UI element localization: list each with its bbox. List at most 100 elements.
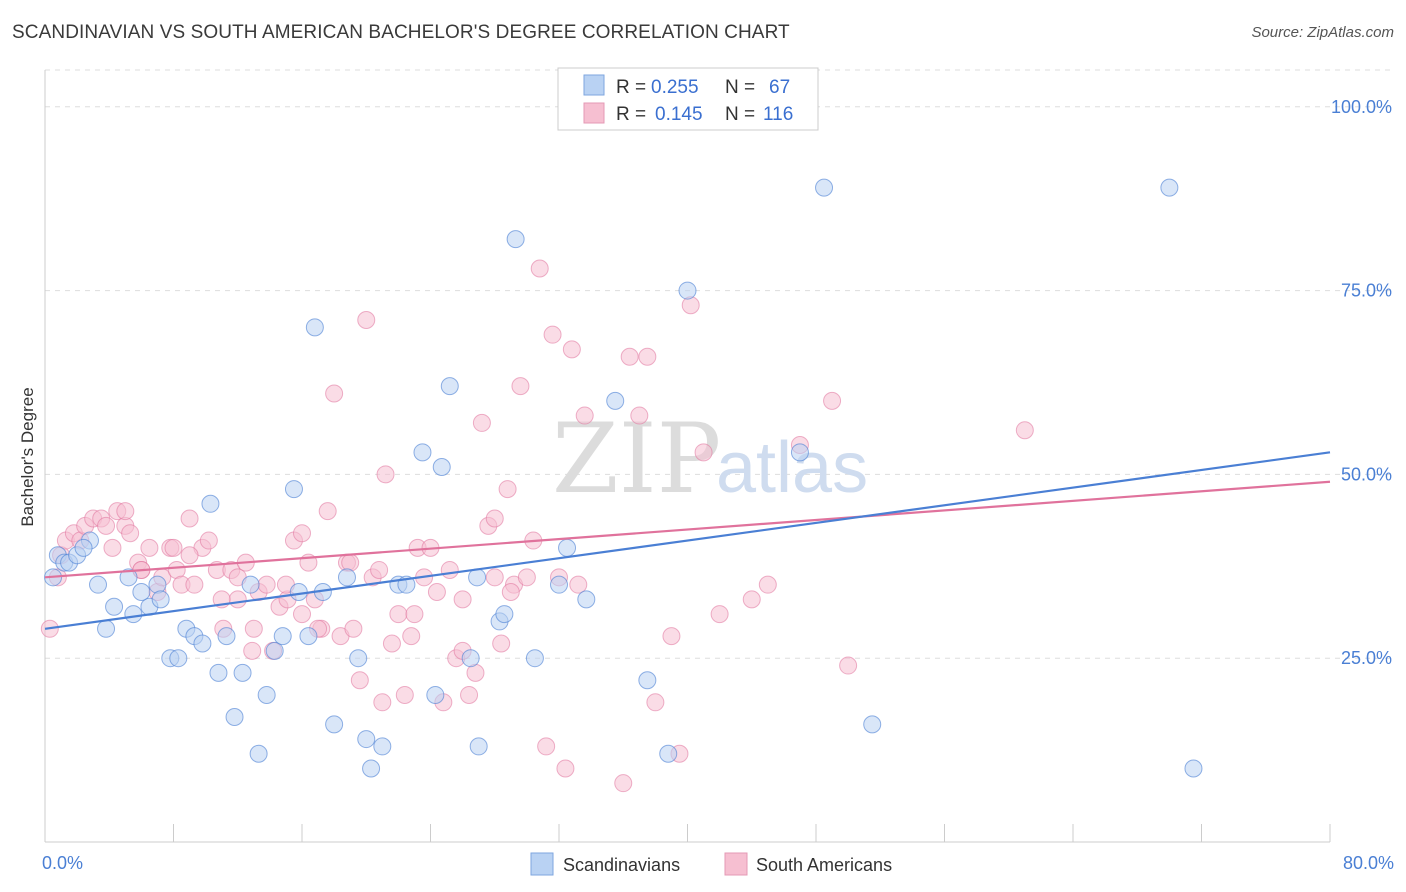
south-americans-point [472,413,491,432]
legend-item-scandinavians: Scandinavians [563,855,680,875]
south-americans-point [556,759,575,778]
legend-r-label: R = [616,104,646,125]
south-americans-point [164,538,183,557]
scandinavians-point [506,230,525,249]
legend-n-value: 67 [769,77,790,98]
scandinavians-point [558,538,577,557]
y-tick-label: 75.0% [1341,281,1392,301]
scandinavians-point [132,583,151,602]
scandinavians-point [241,575,260,594]
south-americans-point [389,605,408,624]
scandinavians-point [790,443,809,462]
south-americans-point [485,509,504,528]
south-americans-point [501,583,520,602]
south-americans-point [710,605,729,624]
scandinavians-point [193,634,212,653]
legend-n-label: N = [725,77,755,98]
legend-n-label: N = [725,104,755,125]
x-tick-labels: 0.0% 80.0% [42,853,1394,873]
legend-r-value: 0.145 [655,104,703,125]
scandinavians-point [357,730,376,749]
south-americans-point [370,560,389,579]
chart-title: SCANDINAVIAN VS SOUTH AMERICAN BACHELOR'… [12,22,790,43]
south-americans-point [376,465,395,484]
scandinavians-trend-line [44,451,1331,630]
scandinavians-point [299,627,318,646]
scandinavians-point [305,318,324,337]
scandinavians-point [225,708,244,727]
south-americans-point [293,524,311,543]
scandinavians-point [413,443,432,462]
scandinavians-point [97,619,116,638]
scandinavians-point [440,377,459,396]
scandinavians-point [469,737,488,756]
y-tick-label: 25.0% [1341,648,1392,668]
south-americans-point [517,568,536,587]
series-south-americans-points [40,259,1034,793]
scandinavians-point [249,744,268,763]
south-americans-point [243,641,262,660]
south-americans-point [638,347,657,366]
x-tick-label-min: 0.0% [42,853,83,873]
south-americans-point [373,693,392,712]
scandinavians-point [432,458,451,477]
scandinavians-point [217,627,236,646]
south-americans-point [537,737,556,756]
scandinavians-point [209,663,228,682]
chart-source: Source: ZipAtlas.com [1251,24,1394,41]
south-americans-point [318,502,337,521]
scandinavians-point [284,480,303,499]
legend-n-value: 116 [763,104,793,125]
south-americans-point [1015,421,1034,440]
series-legend: Scandinavians South Americans [530,852,892,876]
scandinavians-point [257,685,276,704]
south-americans-point [662,627,681,646]
south-americans-point [402,627,421,646]
scandinavians-point [201,494,220,513]
south-americans-point [97,516,116,535]
south-americans-point [453,590,472,609]
south-americans-point [575,406,594,425]
south-americans-point [405,605,424,624]
scandinavians-point [148,575,167,594]
south-americans-point [530,259,549,278]
scandinavians-point [124,605,143,624]
scandinavians-point [863,715,882,734]
south-americans-point [257,575,276,594]
south-americans-point [485,568,504,587]
y-axis-label: Bachelor's Degree [18,387,37,526]
axes [44,70,1331,843]
legend-r-value: 0.255 [651,77,699,98]
watermark-atlas: atlas [716,428,868,508]
legend-blue-swatch [583,74,605,96]
south-americans-point [440,560,459,579]
south-americans-point [395,685,414,704]
scandinavians-point [606,391,625,410]
legend-pink-swatch [583,102,605,124]
scandinavians-point [337,568,356,587]
scandinavians-point [325,715,344,734]
south-americans-point [140,538,159,557]
south-americans-point [543,325,562,344]
y-tick-labels: 25.0% 50.0% 75.0% 100.0% [1331,97,1392,668]
scandinavians-point [678,281,697,300]
scandinavians-point [577,590,596,609]
south-americans-point [646,693,665,712]
scandinavians-point [550,575,568,594]
south-americans-point [341,553,360,572]
legend-r-label: R = [616,77,646,98]
scandinavians-point [815,178,834,197]
scandinavians-point [426,685,445,704]
legend-item-scandinavians-swatch [530,852,554,876]
scandinavians-point [373,737,392,756]
series-scandinavians-points [44,178,1203,778]
south-americans-point [681,296,700,315]
south-americans-point [180,546,199,565]
south-americans-point [694,443,713,462]
scandinavians-point [659,744,678,763]
south-americans-point [344,619,363,638]
scandinavians-point [1160,178,1179,197]
south-americans-point [630,406,649,425]
scandinavians-point [1184,759,1203,778]
south-americans-point [228,590,247,609]
